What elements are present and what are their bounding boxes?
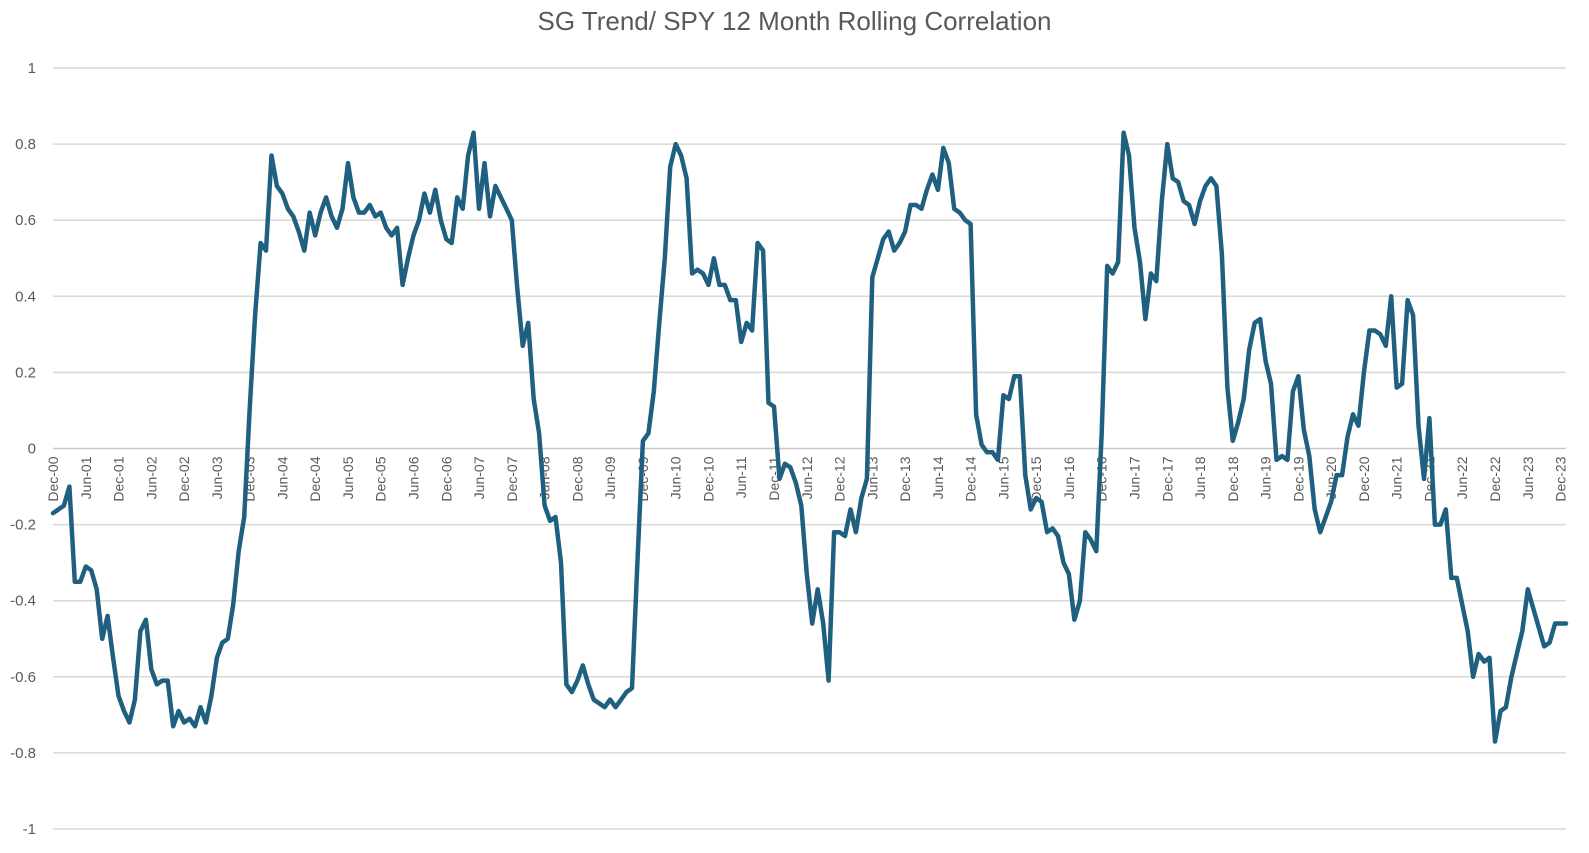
- x-tick-label: Jun-03: [209, 456, 225, 499]
- x-tick-label: Jun-02: [143, 456, 159, 499]
- x-tick-label: Jun-19: [1258, 456, 1274, 499]
- y-tick-label: -0.6: [10, 669, 36, 686]
- y-tick-label: 0.6: [15, 212, 36, 229]
- x-tick-label: Jun-21: [1389, 456, 1405, 499]
- x-tick-label: Dec-10: [700, 456, 716, 501]
- y-tick-label: 1: [28, 60, 36, 77]
- x-tick-label: Dec-07: [504, 456, 520, 501]
- x-tick-label: Jun-09: [602, 456, 618, 499]
- x-tick-label: Dec-00: [45, 456, 61, 501]
- x-tick-label: Jun-15: [995, 456, 1011, 499]
- x-tick-label: Jun-18: [1192, 456, 1208, 499]
- x-tick-label: Dec-22: [1487, 456, 1503, 501]
- x-tick-label: Dec-04: [307, 456, 323, 501]
- x-tick-label: Jun-11: [733, 456, 749, 498]
- y-tick-label: 0.8: [15, 136, 36, 153]
- x-tick-label: Jun-04: [274, 456, 290, 499]
- y-tick-label: 0: [28, 441, 36, 458]
- x-tick-label: Jun-07: [471, 456, 487, 499]
- x-tick-label: Dec-20: [1356, 456, 1372, 501]
- correlation-series-line: [50, 130, 1569, 744]
- x-tick-label: Dec-08: [569, 456, 585, 501]
- x-tick-label: Jun-05: [340, 456, 356, 499]
- y-tick-label: -0.4: [10, 593, 36, 610]
- gridlines: [53, 67, 1566, 830]
- x-tick-label: Jun-10: [668, 456, 684, 499]
- x-tick-label: Dec-02: [176, 456, 192, 501]
- x-tick-label: Dec-18: [1225, 456, 1241, 501]
- x-tick-label: Jun-16: [1061, 456, 1077, 499]
- y-tick-label: -0.2: [10, 517, 36, 534]
- x-tick-label: Jun-01: [78, 456, 94, 499]
- x-tick-label: Jun-12: [799, 456, 815, 499]
- x-tick-label: Dec-17: [1159, 456, 1175, 501]
- y-tick-label: 0.2: [15, 364, 36, 381]
- x-tick-label: Dec-12: [832, 456, 848, 501]
- x-tick-label: Jun-06: [405, 456, 421, 499]
- y-tick-label: 0.4: [15, 288, 36, 305]
- y-axis-tick-labels: 1 0.8 0.6 0.4 0.2 0 -0.2 -0.4 -0.6 -0.8 -1: [10, 60, 36, 838]
- y-tick-label: -1: [23, 821, 36, 838]
- x-tick-label: Dec-23: [1553, 456, 1569, 501]
- series-layer: [50, 130, 1569, 744]
- x-tick-label: Dec-06: [438, 456, 454, 501]
- y-tick-label: -0.8: [10, 745, 36, 762]
- x-tick-label: Dec-19: [1290, 456, 1306, 501]
- x-axis-tick-labels: Dec-00 Jun-01 Dec-01 Jun-02 Dec-02 Jun-03 Dec-…: [45, 456, 1569, 501]
- x-tick-label: Jun-14: [930, 456, 946, 499]
- x-tick-label: Dec-01: [111, 456, 127, 501]
- x-tick-label: Jun-23: [1520, 456, 1536, 499]
- x-tick-label: Dec-15: [1028, 456, 1044, 501]
- x-tick-label: Jun-22: [1454, 456, 1470, 499]
- x-tick-label: Dec-14: [963, 456, 979, 501]
- chart-title: SG Trend/ SPY 12 Month Rolling Correlati…: [537, 6, 1052, 36]
- x-tick-label: Jun-17: [1126, 456, 1142, 499]
- x-tick-label: Dec-13: [897, 456, 913, 501]
- x-tick-label: Dec-05: [373, 456, 389, 501]
